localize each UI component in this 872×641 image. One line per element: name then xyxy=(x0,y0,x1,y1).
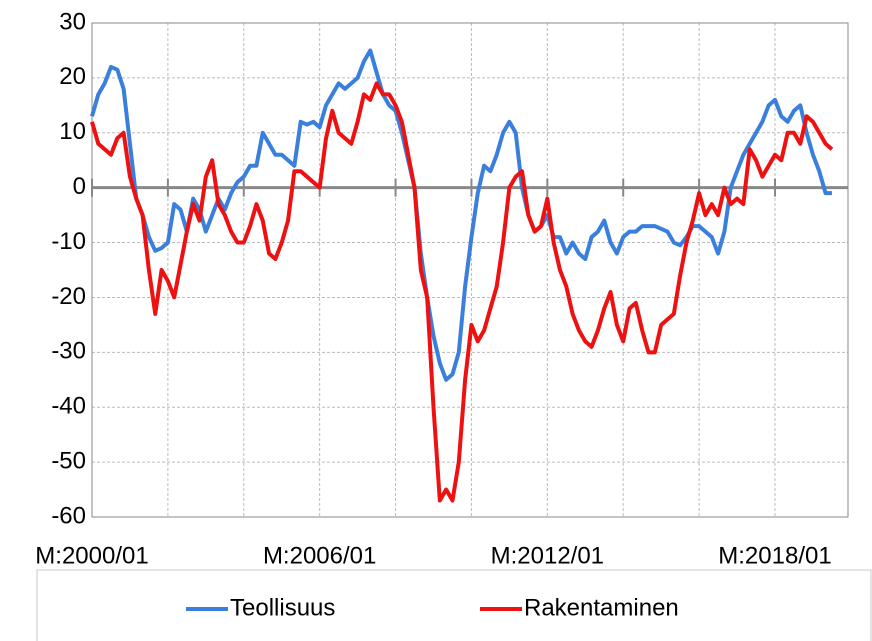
legend-label: Rakentaminen xyxy=(524,594,679,621)
y-tick-label: -10 xyxy=(51,228,86,255)
series-line xyxy=(90,48,832,382)
y-tick-label: -30 xyxy=(51,338,86,365)
y-tick-label: 0 xyxy=(73,173,86,200)
y-tick-label: -20 xyxy=(51,283,86,310)
x-tick-label: M:2012/01 xyxy=(491,542,604,569)
x-tick-label: M:2000/01 xyxy=(35,542,148,569)
y-tick-label: 30 xyxy=(59,8,86,35)
x-tick-label: M:2018/01 xyxy=(718,542,831,569)
y-tick-label: 20 xyxy=(59,63,86,90)
legend-box xyxy=(36,569,872,641)
y-tick-label: -60 xyxy=(51,502,86,529)
series-line xyxy=(90,81,834,503)
legend-label: Teollisuus xyxy=(230,594,335,621)
y-tick-label: 10 xyxy=(59,118,86,145)
x-tick-label: M:2006/01 xyxy=(263,542,376,569)
y-tick-label: -40 xyxy=(51,393,86,420)
y-tick-label: -50 xyxy=(51,447,86,474)
plot-frame xyxy=(91,22,849,518)
